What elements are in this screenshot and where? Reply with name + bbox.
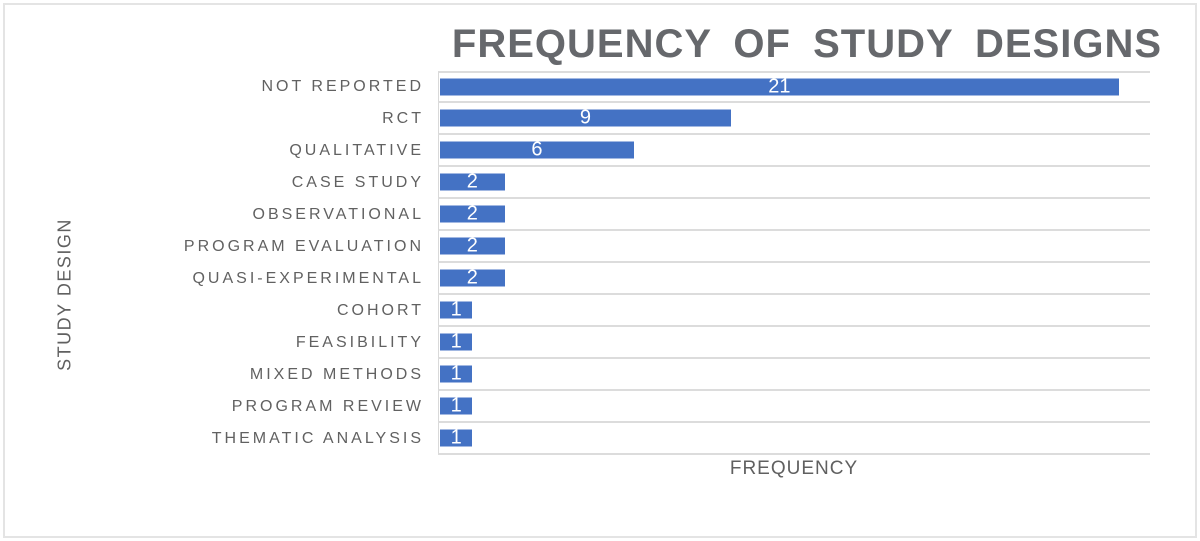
- category-label: QUALITATIVE: [289, 142, 424, 159]
- data-label: 6: [531, 138, 543, 161]
- data-label: 1: [450, 426, 462, 449]
- gridline-track: 6: [438, 135, 1150, 167]
- chart-row: QUALITATIVE 6: [0, 135, 1150, 167]
- category-label: THEMATIC ANALYSIS: [211, 430, 424, 447]
- chart-row: CASE STUDY 2: [0, 167, 1150, 199]
- gridline-track: 2: [438, 167, 1150, 199]
- bar: 2: [440, 170, 505, 193]
- gridline-track: 9: [438, 103, 1150, 135]
- plot-area: NOT REPORTED 21 RCT 9 QUALITATIVE 6 CASE STUDY…: [0, 71, 1150, 455]
- category-label: NOT REPORTED: [261, 78, 424, 95]
- bar: 2: [440, 234, 505, 257]
- bar: 2: [440, 266, 505, 289]
- category-label: COHORT: [336, 302, 424, 319]
- data-label: 2: [466, 266, 478, 289]
- chart-row: PROGRAM REVIEW 1: [0, 391, 1150, 423]
- gridline-track: 2: [438, 231, 1150, 263]
- bar: 2: [440, 202, 505, 225]
- bar: 1: [440, 298, 473, 321]
- bar: 1: [440, 330, 473, 353]
- gridline-track: 1: [438, 295, 1150, 327]
- bar: 1: [440, 426, 473, 449]
- chart-row: NOT REPORTED 21: [0, 71, 1150, 103]
- chart-row: OBSERVATIONAL 2: [0, 199, 1150, 231]
- data-label: 1: [450, 330, 462, 353]
- data-label: 9: [579, 106, 591, 129]
- category-label: FEASIBILITY: [295, 334, 424, 351]
- x-axis-title: FREQUENCY: [729, 458, 859, 479]
- data-label: 1: [450, 394, 462, 417]
- gridline-track: 1: [438, 359, 1150, 391]
- gridline-track: 2: [438, 263, 1150, 295]
- data-label: 2: [466, 202, 478, 225]
- data-label: 2: [466, 234, 478, 257]
- category-label: OBSERVATIONAL: [252, 206, 424, 223]
- bar: 21: [440, 75, 1119, 98]
- chart-row: FEASIBILITY 1: [0, 327, 1150, 359]
- data-label: 1: [450, 362, 462, 385]
- gridline-track: 1: [438, 327, 1150, 359]
- category-label: RCT: [382, 110, 424, 127]
- gridline-track: 2: [438, 199, 1150, 231]
- chart-row: COHORT 1: [0, 295, 1150, 327]
- gridline-track: 21: [438, 71, 1150, 103]
- chart-row: PROGRAM EVALUATION 2: [0, 231, 1150, 263]
- category-label: QUASI-EXPERIMENTAL: [192, 270, 424, 287]
- category-label: CASE STUDY: [291, 174, 424, 191]
- gridline-track: 1: [438, 391, 1150, 423]
- data-label: 21: [768, 75, 791, 98]
- bar: 1: [440, 394, 473, 417]
- bar: 6: [440, 138, 634, 161]
- data-label: 2: [466, 170, 478, 193]
- chart-row: QUASI-EXPERIMENTAL 2: [0, 263, 1150, 295]
- data-label: 1: [450, 298, 462, 321]
- chart-row: MIXED METHODS 1: [0, 359, 1150, 391]
- chart-row: RCT 9: [0, 103, 1150, 135]
- chart-row: THEMATIC ANALYSIS 1: [0, 423, 1150, 455]
- bar: 9: [440, 106, 731, 129]
- category-label: PROGRAM EVALUATION: [183, 238, 424, 255]
- gridline-track: 1: [438, 423, 1150, 455]
- category-label: MIXED METHODS: [249, 366, 424, 383]
- category-label: PROGRAM REVIEW: [231, 398, 424, 415]
- bar: 1: [440, 362, 473, 385]
- chart-title: FREQUENCY OF STUDY DESIGNS: [451, 22, 1163, 66]
